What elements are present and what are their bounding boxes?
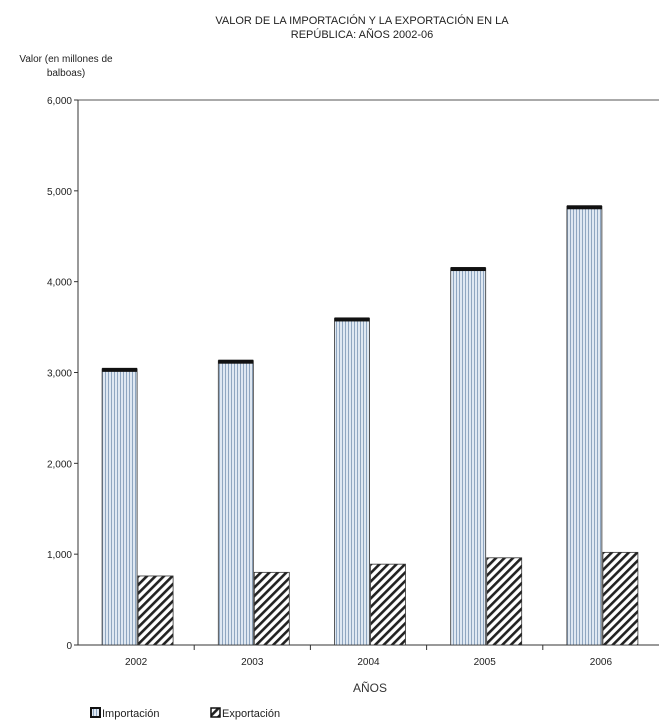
legend-label-importacion: Importación: [102, 708, 159, 720]
y-tick-label: 3,000: [47, 369, 72, 380]
bar-importacion: [566, 205, 603, 646]
x-tick-label: 2004: [357, 657, 380, 668]
y-axis-label-line-1: Valor (en millones de: [19, 54, 113, 65]
bar-importacion: [101, 368, 138, 646]
x-tick-label: 2006: [590, 657, 613, 668]
x-tick-label: 2003: [241, 657, 264, 668]
x-axis-label: AÑOS: [353, 681, 387, 695]
y-tick-label: 5,000: [47, 187, 72, 198]
bar-importacion-cap: [334, 317, 370, 322]
bar-importacion-cap: [450, 267, 486, 272]
legend: Importación Exportación: [90, 707, 280, 720]
plot-area: 0 1,000 2,000 3,000 4,000 5,000 6,000 2002 2003 2…: [47, 96, 659, 668]
legend-label-exportacion: Exportación: [222, 708, 280, 720]
x-tick-label: 2002: [125, 657, 148, 668]
legend-item-exportacion: Exportación: [210, 707, 280, 720]
bar-exportacion: [602, 551, 639, 646]
bar-importacion-cap: [102, 367, 138, 372]
legend-swatch-exportacion: [210, 707, 221, 718]
bar-exportacion: [253, 571, 290, 646]
y-tick-label: 2,000: [47, 459, 72, 470]
bar-importacion: [450, 267, 487, 646]
bar-importacion: [334, 318, 370, 646]
bar-importacion-cap: [566, 205, 602, 210]
y-tick-label: 0: [66, 641, 72, 652]
y-tick-label: 6,000: [47, 96, 72, 107]
bar-importacion-cap: [218, 359, 254, 364]
bar-exportacion: [486, 557, 523, 646]
chart-title-line-1: VALOR DE LA IMPORTACIÓN Y LA EXPORTACIÓN…: [215, 14, 509, 27]
chart-title-line-2: REPÚBLICA: AÑOS 2002-06: [291, 28, 433, 41]
x-tick-label: 2005: [474, 657, 497, 668]
y-tick-label: 4,000: [47, 278, 72, 289]
bar-exportacion: [370, 563, 406, 646]
y-tick-label: 1,000: [47, 550, 72, 561]
legend-item-importacion: Importación: [90, 707, 159, 720]
y-axis-label-line-2: balboas): [47, 68, 85, 79]
legend-swatch-importacion: [90, 707, 101, 718]
bar-exportacion: [137, 575, 174, 646]
bar-importacion: [217, 360, 254, 646]
